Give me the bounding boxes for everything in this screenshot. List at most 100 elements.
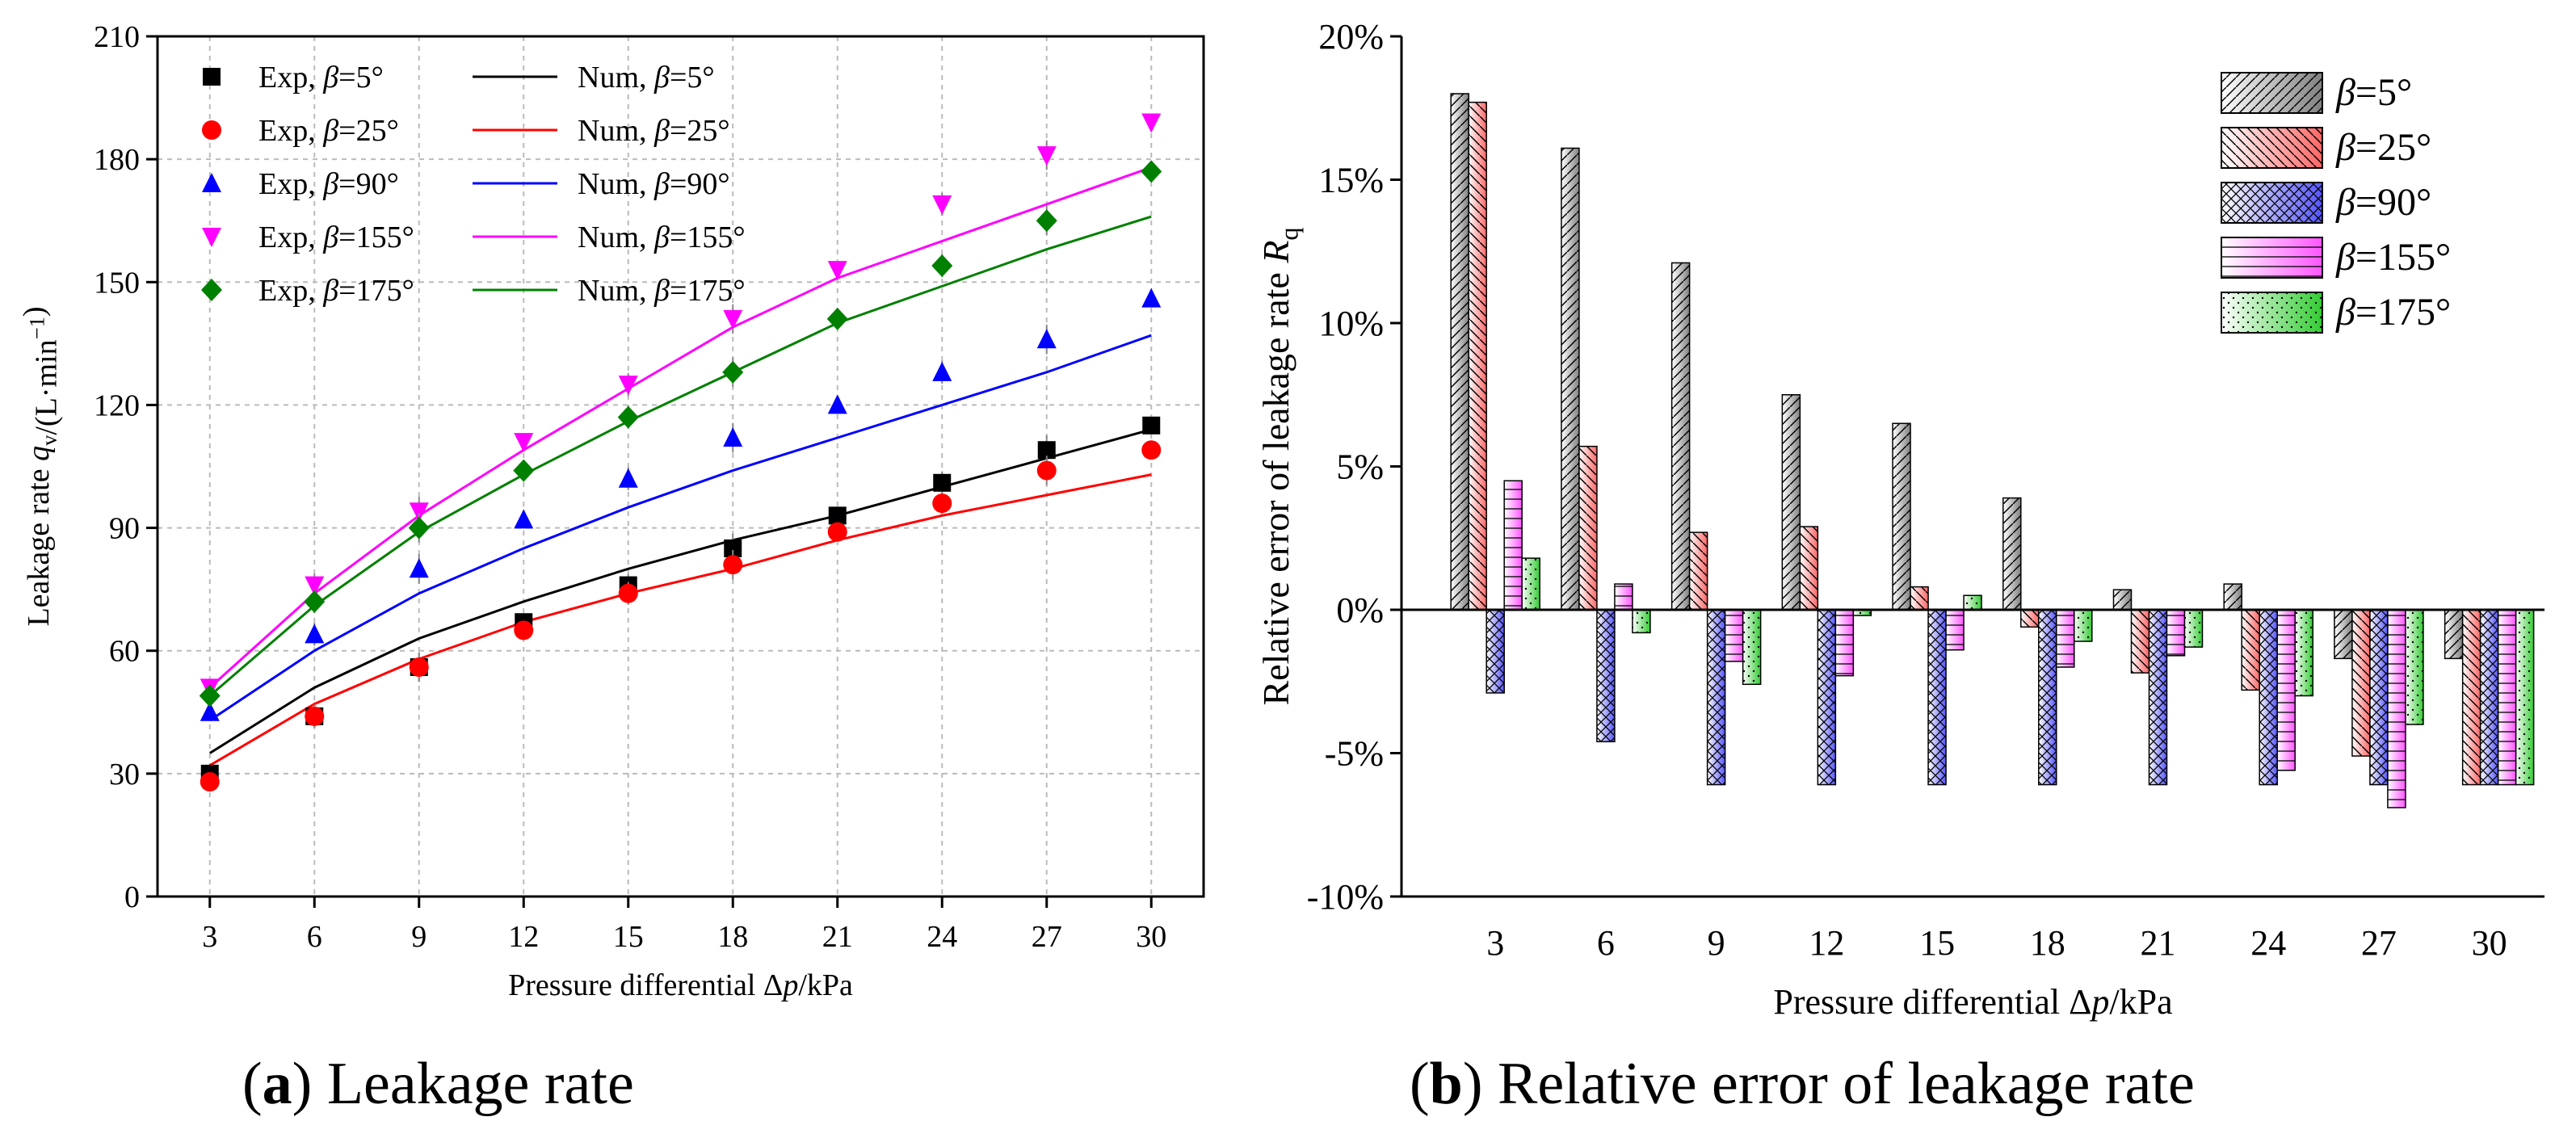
exp-point — [1037, 441, 1056, 460]
bar — [1632, 609, 1651, 634]
bar — [2166, 609, 2186, 657]
bar — [1596, 609, 1616, 743]
exp-point — [932, 195, 952, 215]
exp-point — [304, 590, 326, 613]
exp-point — [618, 376, 638, 396]
exp-point — [305, 576, 325, 596]
bar-pattern — [1561, 147, 1580, 611]
x-tick-label-a: 24 — [927, 920, 957, 954]
bar — [2038, 609, 2057, 786]
num-line-1 — [208, 473, 1152, 767]
exp-point — [200, 772, 220, 792]
bar-pattern — [2515, 609, 2535, 786]
caption-a-letter: a — [262, 1051, 292, 1117]
legend-label: Num, β=175° — [578, 274, 746, 308]
bar-pattern — [1724, 609, 1744, 662]
legend-swatch — [2221, 237, 2323, 279]
y-tick-label-a: 180 — [94, 143, 140, 177]
exp-point — [933, 473, 952, 492]
num-line-0 — [208, 428, 1152, 754]
chart-a-leakage-rate: 3 6 9 12 15 18 21 24 27 30 0 30 60 90 120 150 180 210 Pres… — [17, 20, 1205, 1002]
exp-point — [1141, 160, 1162, 183]
y-tick-label-a: 90 — [109, 512, 140, 546]
legend-b: β=5° β=25° β=90° β=155° β=175° — [2221, 71, 2451, 334]
y-tick-label-b: -5% — [1325, 734, 1384, 774]
legend-label: Exp, β=90° — [258, 167, 399, 201]
exp-point — [1036, 329, 1057, 349]
legend-swatch — [2221, 292, 2323, 334]
bar-pattern — [1742, 609, 1762, 686]
legend-swatch — [2221, 72, 2323, 114]
legend-a: Exp, β=5° Exp, β=25° Exp, β=90° Exp, β=155°… — [201, 61, 746, 308]
bar — [1963, 594, 1982, 611]
bar-pattern — [2444, 609, 2464, 660]
bar-pattern — [1688, 531, 1708, 611]
y-tick-label-a: 120 — [94, 388, 140, 422]
y-tick-label-a: 60 — [109, 635, 140, 669]
x-tick-label-a: 18 — [717, 920, 748, 954]
exp-point — [199, 684, 221, 708]
caption-b-letter: b — [1429, 1051, 1463, 1117]
exp-point — [514, 433, 534, 453]
bar — [1450, 93, 1469, 611]
bar — [2020, 609, 2040, 628]
y-tick-label-a: 0 — [124, 880, 140, 914]
bar-pattern — [2130, 609, 2150, 674]
bar — [1834, 609, 1855, 677]
bar-pattern — [1503, 480, 1523, 611]
legend-marker — [201, 279, 222, 301]
bar-pattern — [1799, 526, 1819, 611]
bar — [2405, 609, 2424, 725]
exp-point — [513, 459, 535, 482]
legend-label: Exp, β=175° — [258, 274, 414, 308]
exp-point — [1142, 416, 1161, 435]
bar — [1486, 609, 1505, 694]
x-tick-label-a: 27 — [1032, 920, 1062, 954]
bar — [2369, 609, 2389, 786]
caption-b: (b) Relative error of leakage rate — [1410, 1051, 2195, 1117]
y-axis-label-a: Leakage rate qv/(L·min−1) — [17, 306, 63, 626]
legend-swatch — [2221, 182, 2323, 224]
bar — [2183, 609, 2204, 648]
bar-pattern — [1578, 445, 1598, 611]
bar-pattern — [2479, 609, 2499, 786]
bar-pattern — [2387, 609, 2406, 808]
exp-point — [826, 307, 848, 330]
exp-point — [514, 509, 534, 529]
exp-series-0 — [200, 416, 1161, 783]
legend-marker — [202, 228, 221, 247]
legend-swatch — [2221, 127, 2323, 169]
y-axis-label-b: Relative error of leakage rate Rq — [1255, 227, 1304, 705]
x-tick-label-a: 21 — [822, 920, 853, 954]
bar-pattern — [1632, 609, 1651, 634]
exp-series-2 — [200, 288, 1162, 721]
bar-pattern — [1963, 594, 1982, 611]
y-tick-label-b: 0% — [1336, 590, 1384, 630]
bar-pattern — [2038, 609, 2057, 786]
y-tick-label-a: 30 — [109, 758, 140, 792]
x-tick-label-b: 12 — [1809, 923, 1844, 963]
bar — [1817, 609, 1837, 786]
bar — [2074, 609, 2093, 642]
exp-point — [409, 558, 429, 578]
x-axis-label-a: Pressure differential Δp/kPa — [508, 968, 853, 1002]
bar-pattern — [1910, 586, 1929, 611]
caption-a-text: Leakage rate — [326, 1051, 634, 1117]
bar — [1742, 609, 1762, 686]
num-line-4 — [208, 215, 1152, 697]
exp-point — [931, 254, 953, 277]
exp-point — [723, 555, 743, 575]
exp-point — [409, 502, 429, 523]
bar — [1614, 583, 1633, 611]
x-tick-label-b: 27 — [2361, 923, 2397, 963]
y-tick-label-b: -10% — [1307, 877, 1384, 917]
caption-b-text: Relative error of leakage rate — [1497, 1051, 2195, 1117]
bar-pattern — [2241, 609, 2260, 691]
bar-pattern — [2056, 609, 2075, 668]
exp-point — [827, 394, 847, 414]
bar — [1724, 609, 1744, 662]
bar-pattern — [2074, 609, 2093, 642]
exp-point — [828, 506, 847, 525]
exp-point — [305, 706, 325, 726]
